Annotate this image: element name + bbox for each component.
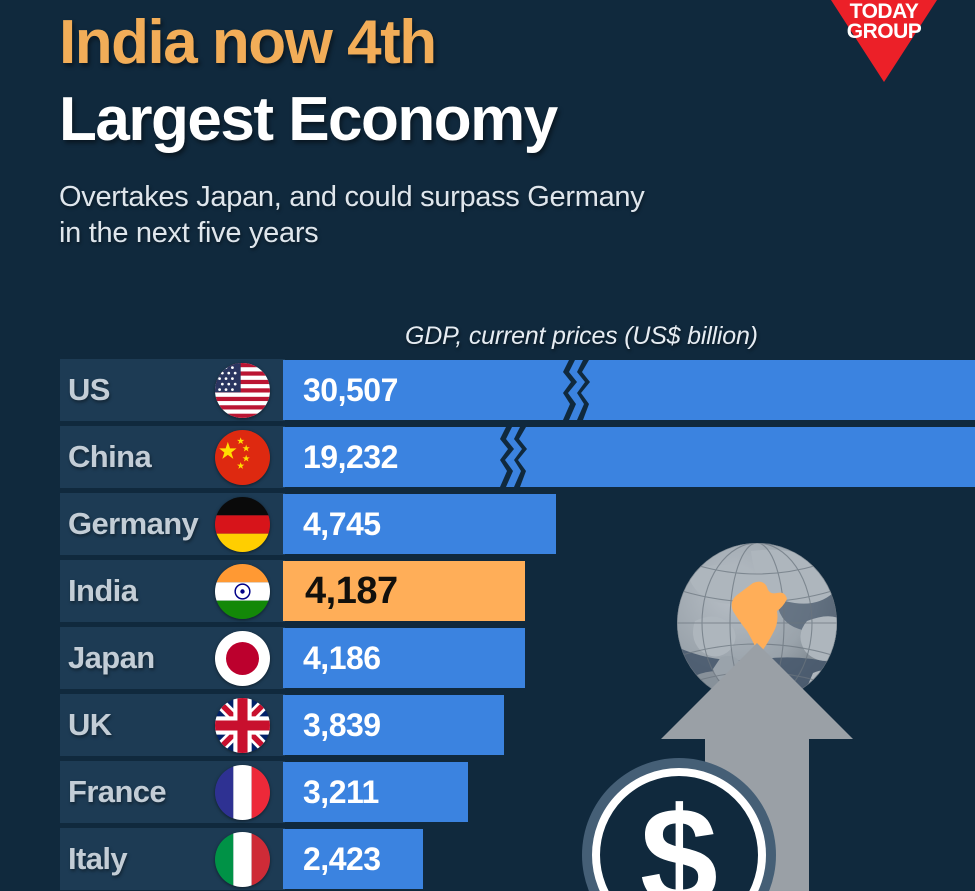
table-row: UK 3,839 bbox=[0, 694, 975, 756]
table-row: Italy 2,423 bbox=[0, 828, 975, 890]
bar-japan: 4,186 bbox=[283, 628, 525, 688]
table-row: Germany 4,745 bbox=[0, 493, 975, 555]
bar-value: 4,186 bbox=[303, 640, 381, 676]
flag-japan-icon bbox=[215, 631, 270, 686]
table-row: France 3,211 bbox=[0, 761, 975, 823]
country-label: UK bbox=[68, 707, 112, 742]
flag-france-icon bbox=[215, 765, 270, 820]
bar-value: 2,423 bbox=[303, 841, 381, 877]
flag-us-icon bbox=[215, 363, 270, 418]
country-label: Germany bbox=[68, 506, 199, 541]
logo-line-2: GROUP bbox=[846, 19, 922, 43]
flag-germany-icon bbox=[215, 497, 270, 552]
table-row: Japan 4,186 bbox=[0, 627, 975, 689]
bar-us: 30,507 bbox=[283, 360, 975, 420]
table-row: US 30,507 bbox=[0, 359, 975, 421]
bar-value: 4,187 bbox=[305, 570, 398, 612]
bar-value: 3,839 bbox=[303, 707, 381, 743]
flag-india-icon bbox=[215, 564, 270, 619]
gdp-bar-chart: US 30,507 China bbox=[0, 359, 975, 891]
axis-break-icon bbox=[500, 427, 530, 487]
axis-break-icon bbox=[563, 360, 593, 420]
logo-line-1: TODAY bbox=[849, 0, 919, 23]
bar-value: 3,211 bbox=[303, 774, 379, 810]
country-label: US bbox=[68, 372, 110, 407]
bar-china: 19,232 bbox=[283, 427, 975, 487]
flag-china-icon bbox=[215, 430, 270, 485]
country-label: India bbox=[68, 573, 138, 608]
flag-uk-icon bbox=[215, 698, 270, 753]
page-subtitle-line-1: Overtakes Japan, and could surpass Germa… bbox=[59, 180, 645, 213]
bar-uk: 3,839 bbox=[283, 695, 504, 755]
country-label: Japan bbox=[68, 640, 155, 675]
chart-caption: GDP, current prices (US$ billion) bbox=[405, 322, 758, 350]
page-subtitle-line-2: in the next five years bbox=[59, 217, 319, 250]
table-row: India 4,187 bbox=[0, 560, 975, 622]
bar-france: 3,211 bbox=[283, 762, 468, 822]
table-row: China 19,232 bbox=[0, 426, 975, 488]
headline-block: India now 4th Largest Economy Overtakes … bbox=[59, 8, 839, 252]
bar-italy: 2,423 bbox=[283, 829, 423, 889]
country-label: Italy bbox=[68, 841, 128, 876]
page-subtitle: Overtakes Japan, and could surpass Germa… bbox=[59, 179, 839, 252]
page-title-line-1: India now 4th bbox=[59, 8, 437, 77]
country-label: France bbox=[68, 774, 167, 809]
country-label: China bbox=[68, 439, 152, 474]
bar-germany: 4,745 bbox=[283, 494, 556, 554]
flag-italy-icon bbox=[215, 832, 270, 887]
bar-value: 19,232 bbox=[303, 439, 398, 475]
today-group-logo: TODAY GROUP bbox=[809, 0, 959, 82]
page-title-line-2: Largest Economy bbox=[59, 85, 558, 155]
bar-value: 30,507 bbox=[303, 372, 398, 408]
logo-text: TODAY GROUP bbox=[809, 0, 959, 43]
bar-value: 4,745 bbox=[303, 506, 381, 542]
bar-india: 4,187 bbox=[283, 561, 525, 621]
